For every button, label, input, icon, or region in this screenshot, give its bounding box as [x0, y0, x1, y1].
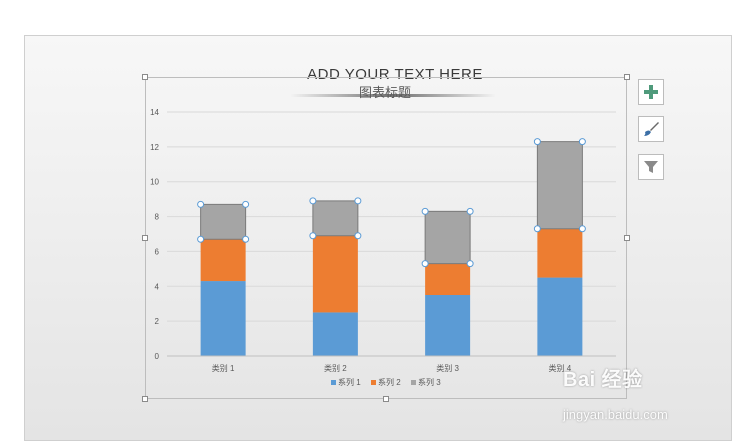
plus-icon — [644, 85, 658, 99]
selection-handle[interactable] — [354, 197, 362, 205]
bar-series-2[interactable] — [200, 239, 246, 282]
selection-handle[interactable] — [466, 207, 474, 215]
selection-handle[interactable] — [197, 235, 205, 243]
selection-handle[interactable] — [354, 232, 362, 240]
chart-title[interactable]: 图表标题 — [358, 85, 411, 100]
legend-entry[interactable]: 系列 2 — [378, 377, 401, 387]
chart-elements-button[interactable] — [638, 79, 664, 105]
selection-handle[interactable] — [242, 235, 250, 243]
legend-swatch — [331, 380, 336, 385]
watermark-logo: Bai 经验 — [563, 369, 643, 391]
y-tick-label: 6 — [155, 247, 160, 256]
selection-handle[interactable] — [578, 138, 586, 146]
resize-handle-bottom-left[interactable] — [142, 396, 148, 402]
selection-handle[interactable] — [309, 197, 317, 205]
resize-handle-top-left[interactable] — [142, 74, 148, 80]
paintbrush-icon — [644, 122, 659, 136]
legend-swatch — [411, 380, 416, 385]
bar-series-2[interactable] — [425, 263, 471, 295]
title-decoration-line — [290, 94, 496, 97]
bar-series-3[interactable] — [536, 141, 583, 230]
y-tick-label: 8 — [155, 213, 160, 222]
bar-series-1[interactable] — [312, 312, 358, 356]
watermark-url: jingyan.baidu.com — [563, 407, 668, 422]
selection-handle[interactable] — [421, 260, 429, 268]
bar-series-1[interactable] — [200, 281, 246, 356]
selection-handle[interactable] — [197, 200, 205, 208]
selection-handle[interactable] — [421, 207, 429, 215]
y-tick-label: 0 — [155, 352, 160, 361]
y-tick-label: 10 — [150, 178, 159, 187]
chart-styles-button[interactable] — [638, 116, 664, 142]
bar-series-1[interactable] — [425, 295, 471, 356]
selection-handle[interactable] — [533, 138, 541, 146]
y-tick-label: 4 — [155, 282, 160, 291]
y-tick-label: 14 — [150, 108, 159, 117]
legend-swatch — [371, 380, 376, 385]
bar-series-3[interactable] — [200, 203, 247, 240]
selection-handle[interactable] — [466, 260, 474, 268]
selection-handle[interactable] — [578, 225, 586, 233]
resize-handle-right[interactable] — [624, 235, 630, 241]
x-tick-label: 类别 1 — [212, 363, 235, 373]
legend-entry[interactable]: 系列 3 — [418, 377, 441, 387]
filter-icon — [644, 161, 658, 173]
bar-series-3[interactable] — [424, 210, 471, 265]
x-tick-label: 类别 4 — [549, 363, 572, 373]
resize-handle-left[interactable] — [142, 235, 148, 241]
y-tick-label: 2 — [155, 317, 160, 326]
legend-entry[interactable]: 系列 1 — [338, 377, 361, 387]
chart-filters-button[interactable] — [638, 154, 664, 180]
watermark: Bai 经验 jingyan.baidu.com — [555, 363, 730, 433]
y-tick-label: 12 — [150, 143, 159, 152]
selection-handle[interactable] — [242, 200, 250, 208]
bar-series-1[interactable] — [537, 277, 583, 356]
x-tick-label: 类别 3 — [436, 363, 459, 373]
resize-handle-top-right[interactable] — [624, 74, 630, 80]
bar-series-2[interactable] — [537, 228, 583, 278]
x-tick-label: 类别 2 — [324, 363, 347, 373]
selection-handle[interactable] — [533, 225, 541, 233]
selection-handle[interactable] — [309, 232, 317, 240]
bar-series-3[interactable] — [312, 200, 359, 237]
resize-handle-bottom[interactable] — [383, 396, 389, 402]
bar-series-2[interactable] — [312, 235, 358, 313]
